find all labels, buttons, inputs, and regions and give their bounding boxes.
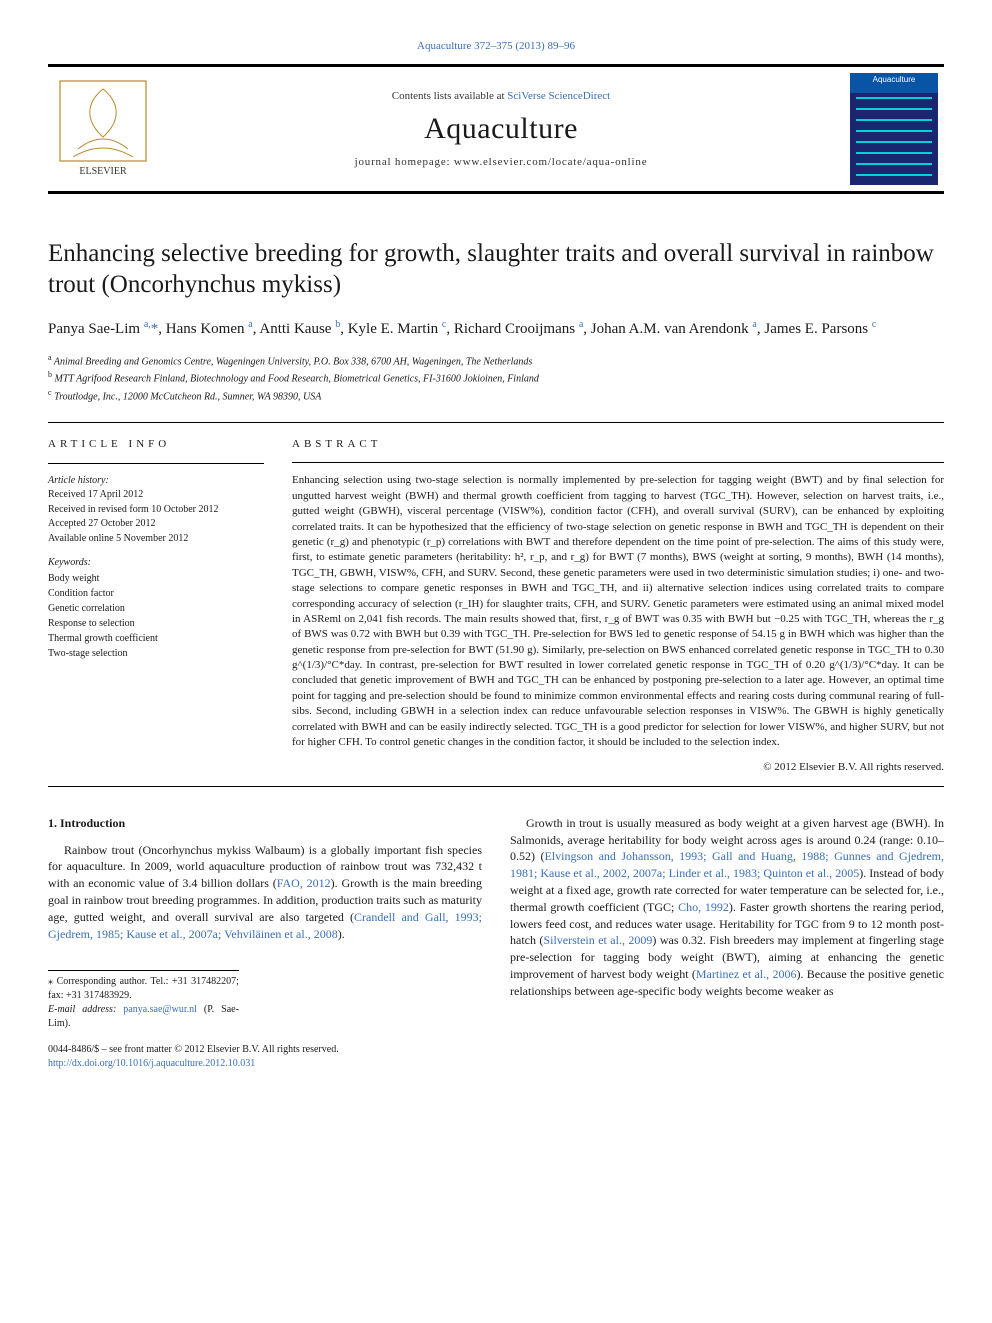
citation-link[interactable]: Silverstein et al., 2009 (543, 933, 652, 947)
copyright-line: © 2012 Elsevier B.V. All rights reserved… (292, 760, 944, 775)
elsevier-logo: ELSEVIER (48, 67, 158, 191)
corresponding-author-footnote: ⁎ Corresponding author. Tel.: +31 317482… (48, 970, 239, 1031)
affiliations: a Animal Breeding and Genomics Centre, W… (48, 352, 944, 404)
email-link[interactable]: panya.sae@wur.nl (123, 1004, 197, 1015)
article-info-heading: ARTICLE INFO (48, 437, 264, 453)
doi-link[interactable]: http://dx.doi.org/10.1016/j.aquaculture.… (48, 1058, 255, 1069)
journal-cover-thumbnail: Aquaculture (844, 67, 944, 191)
contents-available: Contents lists available at SciVerse Sci… (392, 90, 610, 102)
abstract-heading: ABSTRACT (292, 437, 944, 452)
journal-header: ELSEVIER Contents lists available at Sci… (48, 64, 944, 194)
journal-homepage: journal homepage: www.elsevier.com/locat… (355, 156, 648, 168)
publisher-name: ELSEVIER (79, 166, 127, 177)
intro-paragraph: Rainbow trout (Oncorhynchus mykiss Walba… (48, 842, 482, 943)
keywords-list: Body weightCondition factorGenetic corre… (48, 571, 264, 661)
article-title: Enhancing selective breeding for growth,… (48, 238, 944, 301)
running-head: Aquaculture 372–375 (2013) 89–96 (48, 40, 944, 52)
keywords-label: Keywords: (48, 556, 264, 571)
journal-title: Aquaculture (424, 112, 578, 146)
citation-link[interactable]: Cho, 1992 (678, 900, 729, 914)
section-heading-intro: 1. Introduction (48, 815, 482, 832)
scidirect-link[interactable]: SciVerse ScienceDirect (507, 90, 610, 102)
abstract-text: Enhancing selection using two-stage sele… (292, 473, 944, 750)
intro-paragraph: Growth in trout is usually measured as b… (510, 815, 944, 1000)
article-history: Received 17 April 2012Received in revise… (48, 488, 264, 546)
doi-footer: 0044-8486/$ – see front matter © 2012 El… (48, 1043, 482, 1071)
citation-link[interactable]: Martinez et al., 2006 (696, 967, 797, 981)
citation-link[interactable]: FAO, 2012 (277, 876, 331, 890)
author-list: Panya Sae-Lim a,*, Hans Komen a, Antti K… (48, 317, 944, 341)
history-label: Article history: (48, 474, 264, 489)
